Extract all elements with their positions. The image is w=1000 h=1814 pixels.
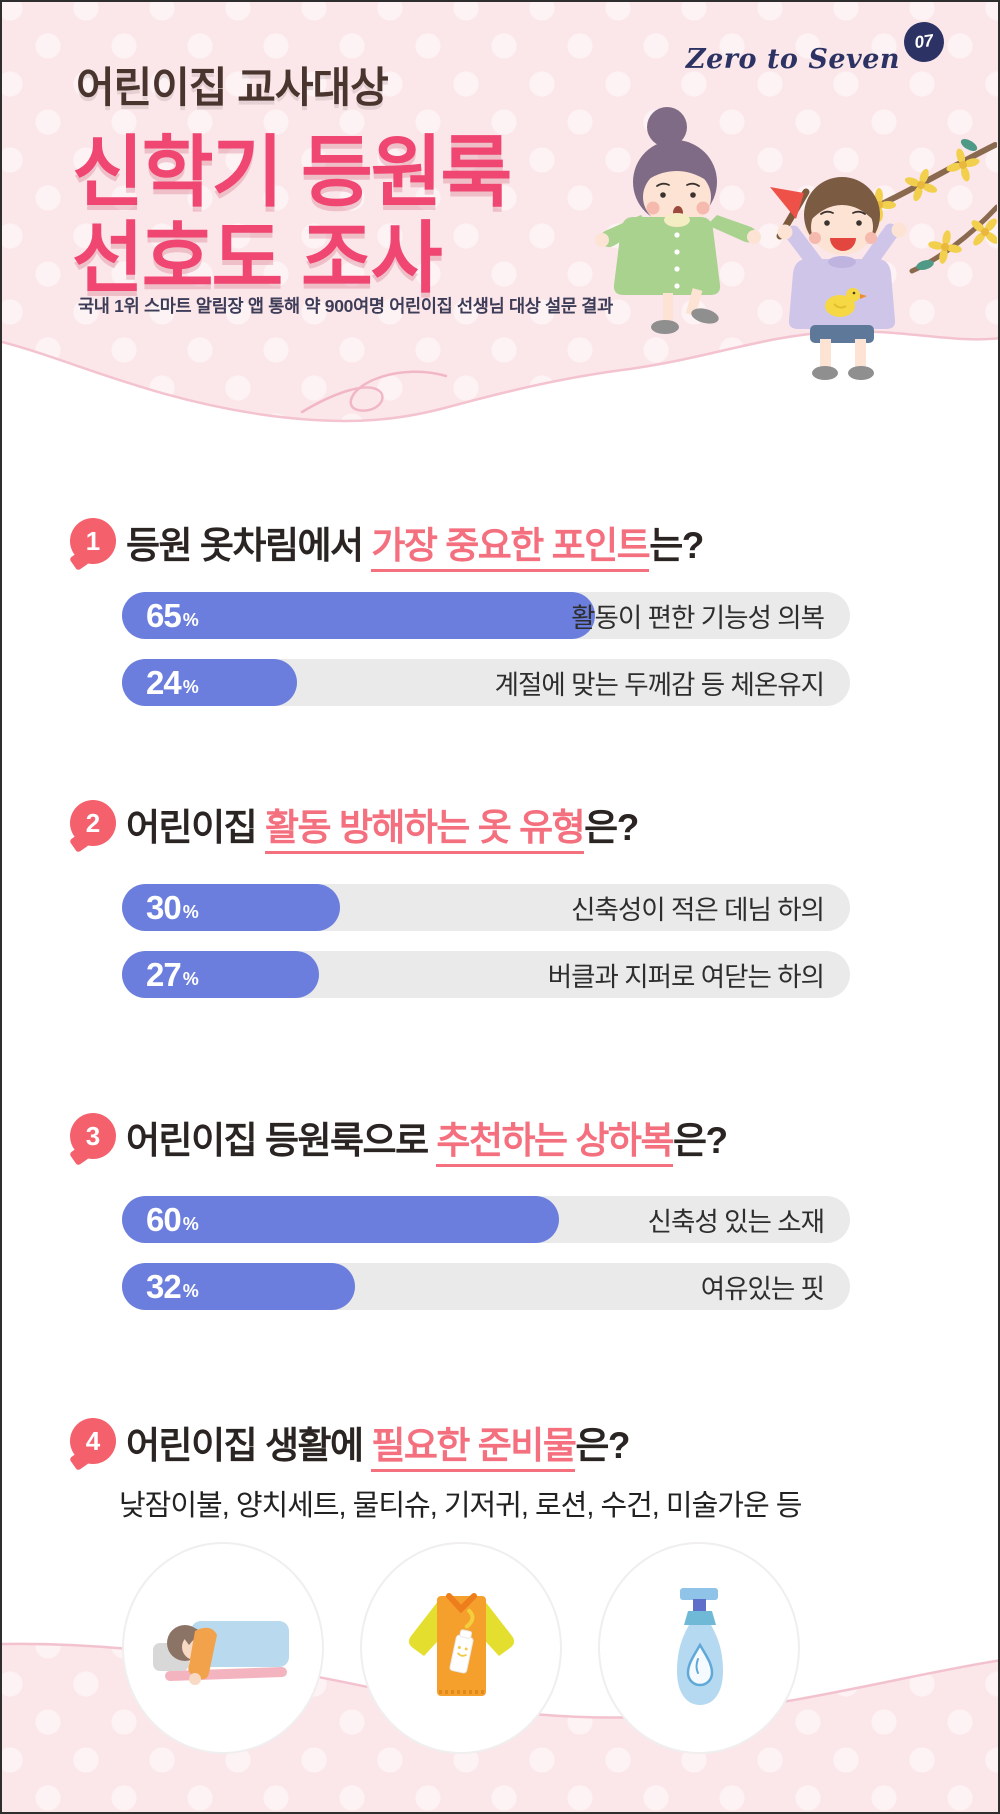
question-1-heading: 등원 옷차림에서 가장 중요한 포인트는? xyxy=(126,515,704,572)
boy-character xyxy=(770,177,907,380)
question-3-badge: 3 xyxy=(70,1113,116,1159)
q3-bar-fill-1: 60% xyxy=(122,1196,559,1243)
squiggle-loop xyxy=(300,370,448,414)
oval-shirt-lotion xyxy=(360,1542,562,1754)
question-1-highlight: 가장 중요한 포인트 xyxy=(371,525,651,572)
q1-bar-label-1: 활동이 편한 기능성 의복 xyxy=(571,603,825,633)
girl-character xyxy=(595,107,761,334)
pump-bottle-icon xyxy=(676,1588,723,1705)
q2-bar-row-1: 30% 신축성이 적은 데님 하의 xyxy=(122,884,850,931)
q4-items-text: 낮잠이불, 양치세트, 물티슈, 기저귀, 로션, 수건, 미술가운 등 xyxy=(119,1490,802,1522)
title-line-2: 선호도 조사 xyxy=(72,214,442,302)
q3-bar-label-2: 여유있는 핏 xyxy=(700,1274,825,1304)
children-illustration xyxy=(595,107,997,380)
q3-bar-row-2: 32% 여유있는 핏 xyxy=(122,1263,850,1310)
q2-bar-fill-2: 27% xyxy=(122,951,319,998)
q1-bar-fill-2: 24% xyxy=(122,659,297,706)
logo-text: Zero to Seven xyxy=(685,44,900,75)
header-subtitle: 국내 1위 스마트 알림장 앱 통해 약 900여명 어린이집 선생님 대상 설… xyxy=(78,296,613,316)
question-3-highlight: 추천하는 상하복 xyxy=(436,1120,674,1167)
q1-bar-label-2: 계절에 맞는 두께감 등 체온유지 xyxy=(494,670,825,700)
flag-icon xyxy=(770,187,804,219)
question-2-highlight: 활동 방해하는 옷 유형 xyxy=(264,807,586,854)
q3-bar-row-1: 60% 신축성 있는 소재 xyxy=(122,1196,850,1243)
oval-sleeping-child xyxy=(122,1542,324,1754)
q2-bar-label-2: 버클과 지퍼로 여닫는 하의 xyxy=(547,962,825,992)
sleeping-child-icon xyxy=(153,1621,289,1685)
q3-bar-label-1: 신축성 있는 소재 xyxy=(647,1207,825,1237)
q3-bar-fill-2: 32% xyxy=(122,1263,355,1310)
q2-bar-row-2: 27% 버클과 지퍼로 여닫는 하의 xyxy=(122,951,850,998)
header-eyebrow: 어린이집 교사대상 xyxy=(76,64,389,111)
question-3-heading: 어린이집 등원룩으로 추천하는 상하복은? xyxy=(126,1110,728,1167)
q1-bar-row-1: 65% 활동이 편한 기능성 의복 xyxy=(122,592,850,639)
question-1-badge: 1 xyxy=(70,518,116,564)
duck-icon xyxy=(825,288,867,317)
shirt-lotion-icon xyxy=(408,1592,514,1696)
q1-bar-fill-1: 65% xyxy=(122,592,596,639)
question-4-highlight: 필요한 준비물 xyxy=(371,1425,577,1472)
question-2-badge: 2 xyxy=(70,800,116,846)
q1-bar-row-2: 24% 계절에 맞는 두께감 등 체온유지 xyxy=(122,659,850,706)
logo-badge-icon: 07 xyxy=(901,19,947,65)
title-line-1: 신학기 등원룩 xyxy=(72,128,512,216)
logo: Zero to Seven 07 xyxy=(670,19,970,82)
oval-pump-bottle xyxy=(598,1542,800,1754)
q2-bar-label-1: 신축성이 적은 데님 하의 xyxy=(571,895,825,925)
question-4-badge: 4 xyxy=(70,1418,116,1464)
question-2-heading: 어린이집 활동 방해하는 옷 유형은? xyxy=(126,797,639,854)
q2-bar-fill-1: 30% xyxy=(122,884,341,931)
question-4-heading: 어린이집 생활에 필요한 준비물은? xyxy=(126,1415,631,1472)
